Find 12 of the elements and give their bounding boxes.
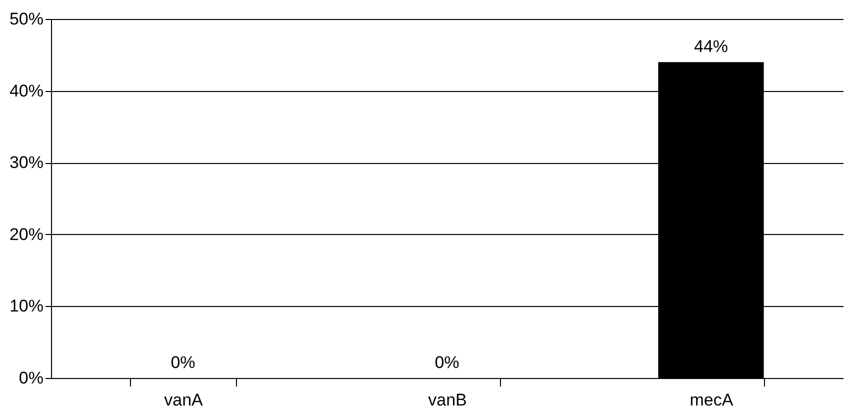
y-tick-label: 50% <box>9 10 44 28</box>
y-tick-label: 20% <box>9 224 44 244</box>
data-label: 44% <box>694 37 728 56</box>
y-tick-label: 40% <box>9 81 44 100</box>
x-tick-label: vanB <box>428 390 467 410</box>
data-label: 0% <box>170 353 196 372</box>
y-tick-label: 0% <box>18 368 44 388</box>
x-tick-label: vanA <box>164 390 204 410</box>
x-tick-label: mecA <box>690 390 734 410</box>
y-tick-label: 30% <box>9 153 44 172</box>
y-tick-label: 10% <box>9 296 44 316</box>
data-label: 0% <box>434 353 460 372</box>
